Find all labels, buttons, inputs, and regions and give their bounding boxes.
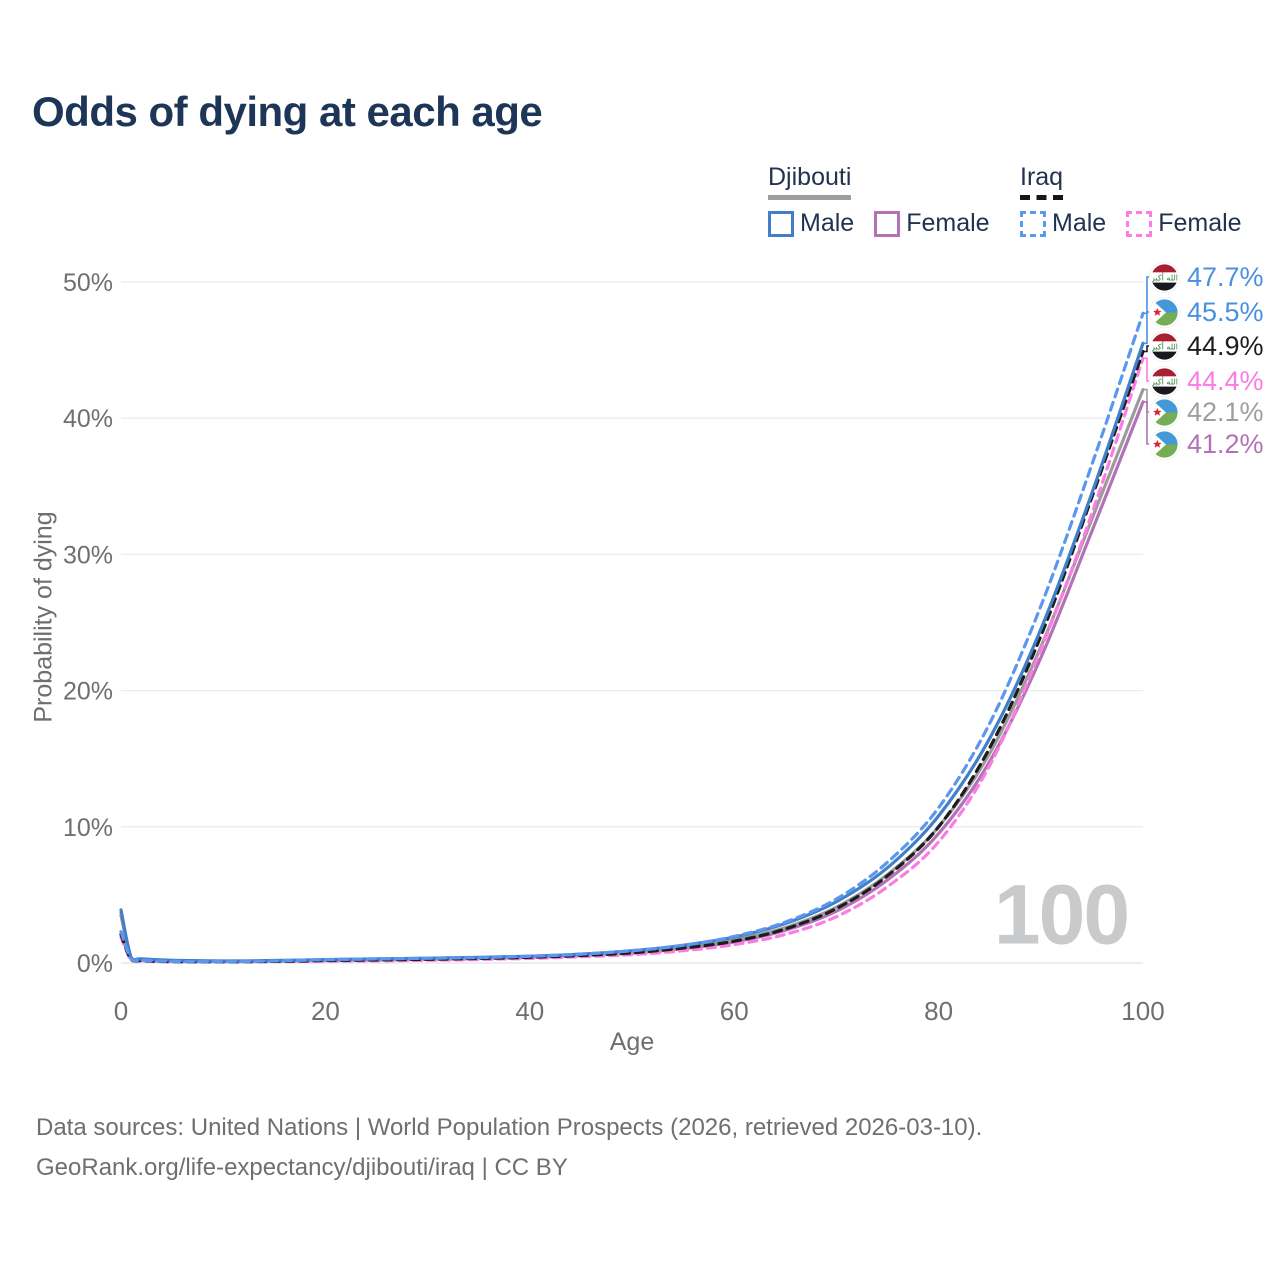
iraq-flag-icon: الله أكبر (1149, 261, 1180, 293)
iraq-female-swatch-icon (1126, 210, 1153, 237)
iraq-flag-icon: الله أكبر (1149, 330, 1180, 362)
legend-label-iraq-male: Male (1052, 209, 1107, 237)
svg-text:الله أكبر: الله أكبر (1150, 376, 1178, 386)
y-tick-label: 50% (63, 269, 113, 297)
series-line-djibouti_male (119, 341, 1145, 963)
x-tick-label: 80 (924, 996, 953, 1026)
djibouti-male-swatch-icon (768, 210, 794, 237)
y-axis-title: Probability of dying (29, 511, 58, 723)
iraq-male-swatch-icon (1020, 210, 1046, 237)
legend-label-djibouti-male: Male (800, 209, 855, 237)
end-label-row[interactable]: الله أكبر 44.9% (1149, 329, 1264, 363)
end-label-row[interactable]: الله أكبر 44.4% (1149, 364, 1264, 398)
end-label-row[interactable]: 45.5% (1149, 295, 1264, 329)
iraq-flag-icon: الله أكبر (1149, 365, 1180, 397)
y-tick-label: 30% (63, 541, 113, 569)
series-line-djibouti_total (119, 388, 1145, 963)
end-label-value: 41.2% (1187, 428, 1264, 459)
chart-title: Odds of dying at each age (32, 88, 543, 135)
x-axis-title: Age (609, 1028, 655, 1056)
djibouti-flag-icon (1149, 396, 1180, 428)
djibouti-flag-icon (1149, 428, 1180, 460)
data-sources: Data sources: United Nations | World Pop… (36, 1108, 982, 1188)
djibouti-female-swatch-icon (874, 210, 901, 237)
svg-text:الله أكبر: الله أكبر (1150, 272, 1178, 282)
series-line-iraq_male (119, 311, 1145, 964)
x-tick-label: 0 (114, 996, 128, 1026)
y-tick-label: 10% (63, 814, 113, 842)
data-sources-line1: Data sources: United Nations | World Pop… (36, 1114, 983, 1141)
legend-group-djibouti: Djibouti Male Female (768, 163, 990, 238)
end-label-row[interactable]: 42.1% (1149, 395, 1264, 429)
legend-label-djibouti-female: Female (906, 209, 990, 237)
end-label-row[interactable]: 41.2% (1149, 427, 1264, 461)
end-label-value: 42.1% (1187, 396, 1264, 427)
y-tick-label: 0% (77, 950, 113, 978)
legend-item-iraq-male[interactable]: Male (1020, 209, 1106, 238)
y-tick-label: 40% (63, 405, 113, 433)
legend-item-iraq-female[interactable]: Female (1126, 209, 1242, 238)
end-label-value: 44.9% (1187, 330, 1264, 361)
x-tick-label: 20 (311, 996, 340, 1026)
svg-text:الله أكبر: الله أكبر (1150, 341, 1178, 351)
legend-item-djibouti-female[interactable]: Female (874, 209, 990, 238)
end-label-row[interactable]: الله أكبر 47.7% (1149, 260, 1264, 294)
y-tick-label: 20% (63, 678, 113, 706)
x-tick-label: 100 (1121, 996, 1164, 1026)
x-tick-label: 60 (720, 996, 749, 1026)
end-label-value: 44.4% (1187, 365, 1264, 396)
x-tick-label: 40 (515, 996, 544, 1026)
legend-country-djibouti[interactable]: Djibouti (768, 163, 852, 200)
legend-country-iraq[interactable]: Iraq (1020, 163, 1064, 200)
legend-label-iraq-female: Female (1158, 209, 1242, 237)
legend-item-djibouti-male[interactable]: Male (768, 209, 854, 238)
djibouti-flag-icon (1149, 296, 1180, 328)
end-label-value: 45.5% (1187, 296, 1264, 327)
hover-age-watermark: 100 (993, 867, 1130, 962)
data-sources-line2: GeoRank.org/life-expectancy/djibouti/ira… (36, 1154, 568, 1181)
legend-group-iraq: Iraq Male Female (1020, 163, 1242, 238)
series-line-iraq_total (119, 349, 1145, 964)
series-line-djibouti_female (119, 400, 1145, 963)
series-line-iraq_female (119, 356, 1145, 964)
end-label-value: 47.7% (1187, 261, 1264, 292)
